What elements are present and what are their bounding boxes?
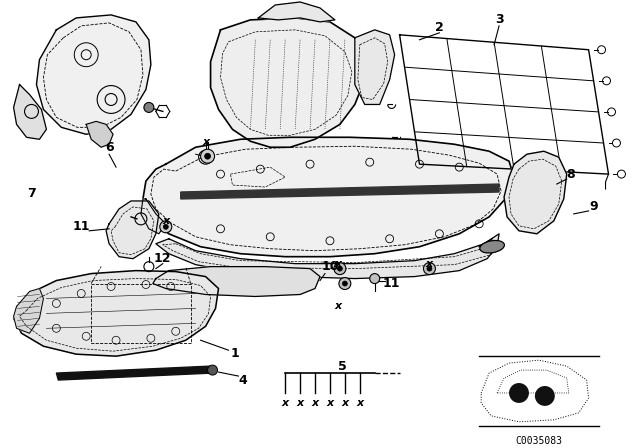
Text: 2: 2 — [435, 22, 444, 34]
Circle shape — [427, 266, 432, 271]
Polygon shape — [355, 30, 395, 104]
Text: 4: 4 — [238, 374, 247, 387]
Polygon shape — [143, 137, 514, 257]
Text: 8: 8 — [566, 168, 575, 181]
Text: x: x — [202, 137, 209, 147]
Circle shape — [200, 149, 214, 163]
Circle shape — [163, 224, 168, 229]
Circle shape — [144, 103, 154, 112]
Circle shape — [207, 365, 218, 375]
Text: x: x — [162, 216, 170, 226]
Circle shape — [160, 221, 172, 233]
Circle shape — [205, 153, 211, 159]
Circle shape — [424, 263, 435, 275]
Text: C0035083: C0035083 — [515, 436, 563, 446]
Text: 10: 10 — [321, 260, 339, 273]
Polygon shape — [156, 234, 499, 279]
Polygon shape — [259, 2, 335, 22]
Polygon shape — [180, 184, 499, 199]
Circle shape — [509, 383, 529, 403]
Polygon shape — [56, 366, 212, 380]
Circle shape — [370, 274, 380, 284]
Polygon shape — [106, 201, 159, 258]
Polygon shape — [13, 85, 47, 139]
Text: 7: 7 — [27, 188, 36, 201]
Circle shape — [334, 263, 346, 275]
Text: 11: 11 — [383, 277, 401, 290]
Text: 12: 12 — [154, 252, 172, 265]
Text: 3: 3 — [495, 13, 504, 26]
Text: 6: 6 — [105, 141, 113, 154]
Text: x: x — [296, 398, 303, 408]
Ellipse shape — [480, 241, 504, 253]
Text: 11: 11 — [72, 220, 90, 233]
Circle shape — [535, 386, 555, 406]
Text: x: x — [356, 398, 364, 408]
Circle shape — [337, 266, 342, 271]
Polygon shape — [13, 289, 44, 333]
Text: x: x — [334, 302, 342, 311]
Text: 1: 1 — [231, 347, 240, 360]
Text: 5: 5 — [337, 360, 346, 373]
Text: x: x — [334, 258, 342, 269]
Polygon shape — [36, 15, 151, 134]
Text: x: x — [326, 398, 333, 408]
Polygon shape — [504, 151, 567, 234]
Polygon shape — [13, 271, 218, 356]
Text: x: x — [312, 398, 319, 408]
Text: x: x — [341, 398, 348, 408]
Text: 9: 9 — [589, 200, 598, 213]
Polygon shape — [86, 121, 113, 147]
Polygon shape — [141, 199, 166, 234]
Circle shape — [339, 278, 351, 289]
Text: x: x — [282, 398, 289, 408]
Circle shape — [342, 281, 348, 286]
Polygon shape — [153, 267, 320, 297]
Polygon shape — [211, 18, 368, 147]
Text: x: x — [426, 258, 433, 269]
